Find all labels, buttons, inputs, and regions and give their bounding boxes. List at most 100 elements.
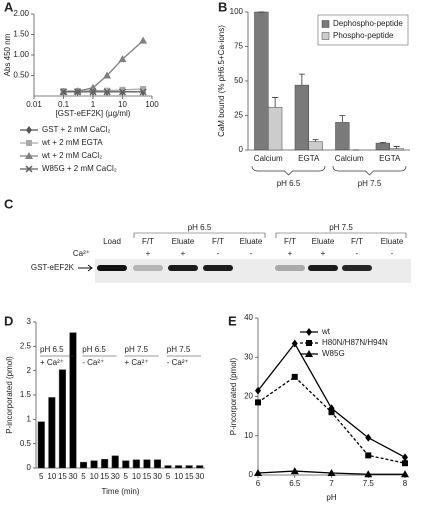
y-axis-label: CaM bound (% pH6.5+Ca-ions) <box>217 25 226 137</box>
error-bar <box>272 97 279 108</box>
lane-label: Load <box>103 237 121 246</box>
group-brace <box>332 165 407 176</box>
panel-label: E <box>228 313 237 328</box>
group-condition: - Ca²⁺ <box>167 358 189 367</box>
y-tick-label: 40 <box>244 313 253 322</box>
x-tick-label: 6.5 <box>289 479 301 488</box>
legend-label: GST + 2 mM CaCl₂ <box>42 125 111 134</box>
marker <box>140 86 147 93</box>
x-tick-label: 15 <box>185 472 194 481</box>
bar <box>254 11 269 151</box>
bar <box>185 465 193 469</box>
x-tick-label: 15 <box>58 472 67 481</box>
marker <box>291 373 298 380</box>
marker <box>118 55 127 63</box>
bar <box>335 122 350 151</box>
band <box>203 265 233 271</box>
legend-label: H80N/H87N/H94N <box>322 338 388 347</box>
legend-label: W85G + 2 mM CaCl₂ <box>42 164 117 173</box>
y-tick-label: 1.00 <box>13 50 29 59</box>
x-tick-label: EGTA <box>298 154 320 163</box>
panel-label: C <box>4 196 14 211</box>
x-tick-label: Calcium <box>254 154 283 163</box>
bar <box>101 458 109 469</box>
series-line <box>257 342 406 458</box>
y-tick-label: 1.50 <box>13 30 29 39</box>
marker <box>290 467 299 475</box>
bar <box>389 148 404 151</box>
marker <box>89 88 97 96</box>
y-axis-label: Abs 450 nm <box>3 33 12 76</box>
ph-label: pH 7.5 <box>329 223 353 232</box>
calcium-state: + <box>288 249 293 258</box>
x-tick-label: 8 <box>403 479 408 488</box>
band <box>97 265 127 271</box>
x-tick-label: 30 <box>111 472 120 481</box>
marker <box>306 340 312 346</box>
lane-label: Eluate <box>240 237 263 246</box>
marker <box>402 453 408 462</box>
calcium-state: - <box>391 249 394 258</box>
legend-box <box>317 14 409 46</box>
bar <box>58 369 66 469</box>
group-brace <box>251 165 326 176</box>
bar <box>143 459 151 469</box>
band <box>275 265 305 271</box>
marker <box>305 350 313 357</box>
marker <box>327 469 336 477</box>
ph-label: pH 6.5 <box>188 223 212 232</box>
y-axis-label: P-incorporated (pmol) <box>229 357 238 435</box>
y-tick-label: 50 <box>234 76 243 85</box>
bar <box>164 465 172 469</box>
calcium-state: + <box>146 249 151 258</box>
ph-bracket <box>133 232 266 238</box>
marker <box>255 386 261 395</box>
bar <box>175 465 183 469</box>
marker <box>118 88 127 96</box>
panel-label: B <box>218 0 227 14</box>
marker <box>103 88 111 96</box>
error-bar <box>339 115 346 123</box>
lane-label: Eluate <box>172 237 195 246</box>
series-line <box>63 40 144 93</box>
legend-swatch <box>321 32 330 40</box>
marker <box>119 86 126 93</box>
x-axis-label: [GST-eEF2K] (µg/ml) <box>56 109 131 118</box>
calcium-state: - <box>250 249 253 258</box>
y-tick-label: 0 <box>27 463 32 472</box>
error-bar <box>393 146 400 149</box>
group-label: pH 7.5 <box>125 345 149 354</box>
marker <box>74 88 82 96</box>
marker <box>26 140 32 146</box>
y-tick-label: 2.00 <box>13 9 29 18</box>
calcium-state: - <box>356 249 359 258</box>
bar <box>69 332 77 469</box>
x-tick-label: 30 <box>195 472 204 481</box>
legend-label: wt + 2 mM CaCl₂ <box>41 151 102 160</box>
lane-label: F/T <box>351 237 363 246</box>
calcium-state: + <box>181 249 186 258</box>
x-tick-label: 7.5 <box>363 479 375 488</box>
panel-label: D <box>4 313 13 328</box>
calcium-label: Ca²⁺ <box>73 249 90 258</box>
x-tick-label: 15 <box>142 472 151 481</box>
error-bar <box>312 139 319 142</box>
bar <box>153 459 161 469</box>
ph-bracket <box>275 232 407 238</box>
bar <box>90 460 98 469</box>
group-label: pH 7.5 <box>167 345 191 354</box>
x-tick-label: 7 <box>329 479 334 488</box>
bar <box>294 84 310 151</box>
x-tick-label: 1 <box>91 100 96 109</box>
band <box>168 265 198 271</box>
bar <box>196 465 204 469</box>
x-tick-label: 5 <box>166 472 171 481</box>
bar <box>111 455 119 469</box>
y-tick-label: 100 <box>230 7 244 16</box>
y-tick-label: 0 <box>239 145 244 154</box>
marker <box>402 460 408 467</box>
x-tick-label: 15 <box>100 472 109 481</box>
band <box>342 265 372 271</box>
y-tick-label: 25 <box>234 111 243 120</box>
